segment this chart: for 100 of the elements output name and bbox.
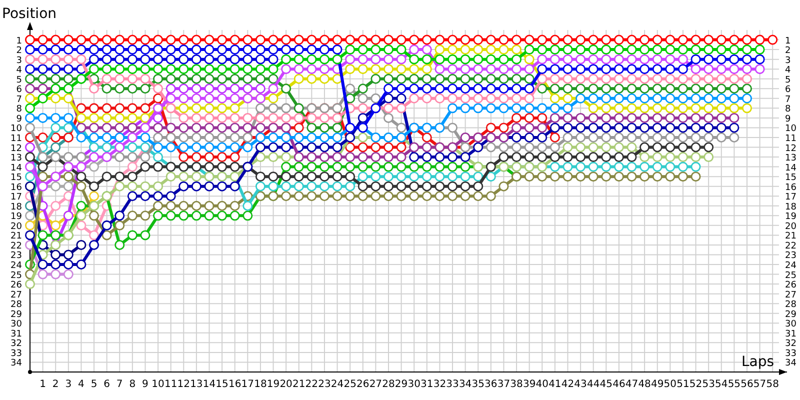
y2-tick-label: 33 <box>785 348 796 359</box>
y-tick-label: 28 <box>10 300 22 310</box>
x-tick-label: 20 <box>280 379 292 390</box>
y2-tick-label: 23 <box>785 251 796 262</box>
x-tick-label: 41 <box>548 379 562 390</box>
y2-tick-label: 19 <box>785 212 797 222</box>
y2-tick-label: 7 <box>785 94 791 105</box>
y-tick-label: 31 <box>10 329 22 340</box>
x-tick-label: 50 <box>664 379 677 390</box>
y-tick-label: 27 <box>10 290 22 300</box>
x-tick-label: 38 <box>510 379 523 390</box>
x-tick-label: 17 <box>241 379 254 390</box>
y-tick-label: 33 <box>10 348 22 359</box>
x-tick-label: 58 <box>766 379 779 390</box>
x-tick-label: 2 <box>52 379 59 390</box>
y2-tick-label: 21 <box>785 232 796 242</box>
y2-tick-label: 32 <box>785 339 796 350</box>
y-tick-label: 25 <box>10 270 22 281</box>
x-tick-label: 35 <box>472 379 484 390</box>
y2-tick-label: 28 <box>785 300 797 310</box>
x-tick-label: 13 <box>190 379 203 390</box>
y2-tick-label: 29 <box>785 310 797 320</box>
y-tick-label: 13 <box>10 154 22 164</box>
y2-tick-label: 34 <box>785 358 797 369</box>
y2-tick-label: 6 <box>785 85 791 96</box>
y-tick-label: 19 <box>10 212 22 222</box>
y2-tick-label: 26 <box>785 280 797 291</box>
x-tick-label: 33 <box>446 379 459 390</box>
x-tick-label: 6 <box>104 379 110 390</box>
x-tick-label: 37 <box>497 379 510 390</box>
x-tick-label: 7 <box>116 379 123 390</box>
y-tick-label: 3 <box>16 56 22 66</box>
y-tick-label: 16 <box>10 182 22 193</box>
y2-tick-label: 10 <box>785 124 797 134</box>
x-tick-label: 12 <box>177 379 190 390</box>
y2-tick-label: 12 <box>785 144 796 154</box>
x-tick-label: 51 <box>676 379 690 390</box>
x-tick-label: 46 <box>612 379 626 390</box>
x-tick-label: 14 <box>202 379 216 390</box>
x-tick-label: 9 <box>142 379 148 390</box>
y-tick-label: 21 <box>10 232 22 242</box>
x-tick-label: 24 <box>330 379 344 390</box>
y-tick-label: 7 <box>16 94 22 105</box>
y-tick-label: 10 <box>10 124 22 134</box>
x-tick-label: 53 <box>702 379 715 390</box>
y-tick-label: 9 <box>16 114 22 124</box>
x-tick-label: 31 <box>420 379 434 390</box>
y2-tick-label: 17 <box>785 192 796 203</box>
x-tick-label: 22 <box>305 379 318 390</box>
y-tick-label: 1 <box>16 36 22 46</box>
y-tick-label: 2 <box>16 46 22 56</box>
y-tick-label: 14 <box>10 163 22 174</box>
x-tick-label: 42 <box>561 379 574 390</box>
y-tick-label: 20 <box>10 222 22 232</box>
x-tick-label: 55 <box>728 379 741 390</box>
x-tick-label: 32 <box>433 379 446 390</box>
y2-tick-label: 8 <box>785 104 791 115</box>
x-tick-label: 45 <box>600 379 613 390</box>
y2-tick-label: 16 <box>785 182 797 193</box>
y2-tick-label: 15 <box>785 173 796 184</box>
x-tick-label: 43 <box>574 379 587 390</box>
y-tick-label: 17 <box>10 192 22 203</box>
x-tick-label: 21 <box>292 379 306 390</box>
y-tick-label: 29 <box>10 310 22 320</box>
x-tick-label: 28 <box>382 379 395 390</box>
y2-tick-label: 4 <box>785 66 791 76</box>
x-axis-title: Laps <box>741 354 774 370</box>
y2-tick-label: 22 <box>785 241 796 252</box>
y2-tick-label: 3 <box>785 56 791 66</box>
x-tick-label: 30 <box>408 379 420 390</box>
x-tick-label: 23 <box>318 379 331 390</box>
x-tick-label: 15 <box>216 379 228 390</box>
y2-tick-label: 20 <box>785 222 797 232</box>
x-tick-label: 47 <box>625 379 638 390</box>
y-tick-label: 5 <box>16 75 22 86</box>
x-tick-label: 3 <box>65 379 72 390</box>
x-tick-label: 25 <box>344 379 356 390</box>
y2-tick-label: 27 <box>785 290 796 300</box>
x-tick-label: 4 <box>78 379 84 390</box>
y-tick-label: 24 <box>10 261 22 272</box>
x-tick-label: 57 <box>753 379 766 390</box>
y2-tick-label: 11 <box>785 134 796 144</box>
y-tick-label: 6 <box>16 85 22 96</box>
y-tick-label: 4 <box>16 66 22 76</box>
x-tick-label: 40 <box>536 379 549 390</box>
y2-tick-label: 30 <box>785 320 797 330</box>
x-tick-label: 18 <box>254 379 267 390</box>
y-tick-label: 11 <box>10 134 22 144</box>
x-tick-label: 48 <box>638 379 651 390</box>
x-tick-label: 19 <box>266 379 280 390</box>
x-tick-label: 56 <box>740 379 754 390</box>
y2-tick-label: 14 <box>785 163 797 174</box>
y-tick-label: 30 <box>10 320 22 330</box>
y-tick-label: 12 <box>10 144 22 154</box>
y-tick-label: 8 <box>16 104 22 115</box>
x-tick-label: 44 <box>586 379 600 390</box>
x-tick-label: 27 <box>369 379 382 390</box>
y2-tick-label: 1 <box>785 36 791 46</box>
x-tick-label: 29 <box>394 379 408 390</box>
x-tick-label: 34 <box>458 379 472 390</box>
